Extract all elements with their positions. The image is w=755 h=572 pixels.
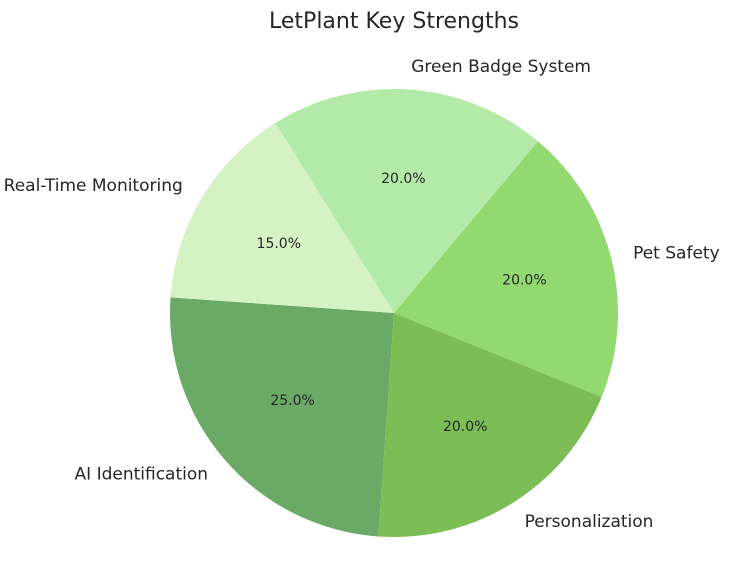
chart-title: LetPlant Key Strengths	[269, 9, 519, 34]
slice-label-green-badge-system: Green Badge System	[411, 57, 591, 77]
pct-label-ai-identification: 25.0%	[270, 393, 314, 409]
pct-label-real-time-monitoring: 15.0%	[257, 236, 301, 252]
slice-label-ai-identification: AI Identification	[75, 465, 209, 485]
pie-slice-real-time-monitoring	[170, 123, 394, 313]
labels-layer: 25.0% AI Identification 20.0% Personalizati…	[4, 57, 720, 532]
pct-label-pet-safety: 20.0%	[502, 272, 546, 288]
slices-layer	[170, 89, 618, 537]
pct-label-green-badge-system: 20.0%	[381, 171, 425, 187]
pie-slice-pet-safety	[394, 141, 618, 397]
slice-label-personalization: Personalization	[525, 512, 654, 532]
slice-label-real-time-monitoring: Real-Time Monitoring	[4, 176, 183, 196]
slice-label-pet-safety: Pet Safety	[633, 243, 720, 263]
pie-slice-green-badge-system	[275, 89, 538, 313]
pie-slice-ai-identification	[170, 297, 394, 537]
pie-slice-personalization	[378, 313, 602, 537]
pct-label-personalization: 20.0%	[443, 419, 487, 435]
